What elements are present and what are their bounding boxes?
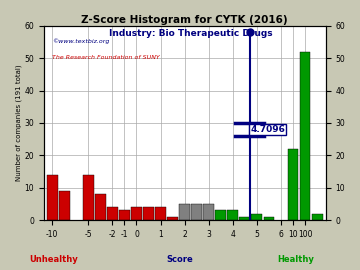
Text: Industry: Bio Therapeutic Drugs: Industry: Bio Therapeutic Drugs — [109, 29, 273, 38]
Bar — [107, 207, 118, 220]
Text: ©www.textbiz.org: ©www.textbiz.org — [52, 39, 109, 44]
Bar — [59, 191, 69, 220]
Bar — [143, 207, 154, 220]
Bar — [203, 204, 214, 220]
Text: Healthy: Healthy — [277, 255, 314, 264]
Bar — [83, 175, 94, 220]
Bar — [252, 214, 262, 220]
Bar — [131, 207, 142, 220]
Bar — [300, 52, 310, 220]
Bar — [191, 204, 202, 220]
Text: 4.7096: 4.7096 — [250, 125, 285, 134]
Bar — [119, 210, 130, 220]
Bar — [179, 204, 190, 220]
Y-axis label: Number of companies (191 total): Number of companies (191 total) — [15, 65, 22, 181]
Bar — [239, 217, 250, 220]
Bar — [215, 210, 226, 220]
Bar — [95, 194, 106, 220]
Text: Score: Score — [167, 255, 193, 264]
Bar — [288, 149, 298, 220]
Bar — [47, 175, 58, 220]
Bar — [155, 207, 166, 220]
Bar — [264, 217, 274, 220]
Bar — [228, 210, 238, 220]
Bar — [312, 214, 323, 220]
Bar — [167, 217, 178, 220]
Title: Z-Score Histogram for CYTK (2016): Z-Score Histogram for CYTK (2016) — [81, 15, 288, 25]
Text: Unhealthy: Unhealthy — [30, 255, 78, 264]
Text: The Research Foundation of SUNY: The Research Foundation of SUNY — [52, 55, 160, 60]
